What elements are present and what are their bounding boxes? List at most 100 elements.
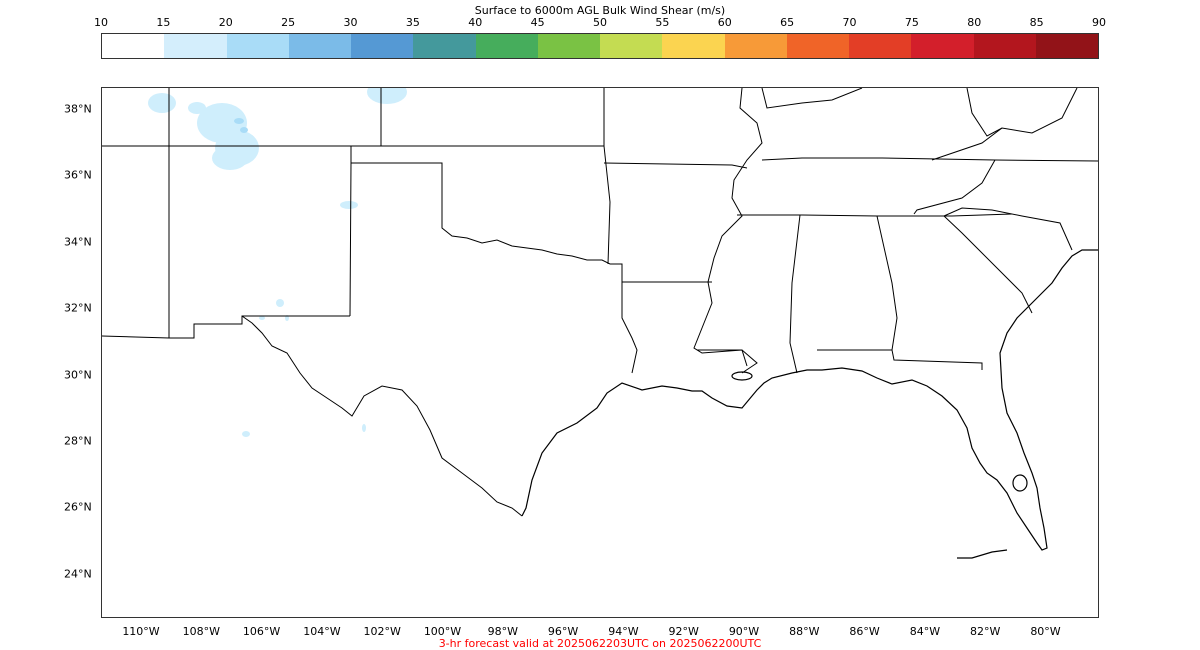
colorbar-tick-label: 50 bbox=[593, 16, 607, 29]
forecast-valid-caption: 3-hr forecast valid at 2025062203UTC on … bbox=[438, 637, 762, 650]
colorbar-tick-label: 60 bbox=[717, 16, 732, 29]
colorbar-tick-label: 55 bbox=[655, 16, 670, 29]
latitude-label: 34°N bbox=[64, 235, 92, 249]
colorbar bbox=[101, 33, 1099, 59]
colorbar-bin bbox=[475, 34, 538, 58]
longitude-label: 102°W bbox=[363, 625, 401, 638]
shear-patch bbox=[367, 88, 407, 104]
boundary-nm-tx bbox=[349, 146, 352, 317]
colorbar-tick-label: 65 bbox=[780, 16, 795, 29]
colorbar-bin bbox=[102, 34, 165, 58]
boundary-nc-sc bbox=[943, 207, 1073, 251]
shear-patch bbox=[188, 102, 206, 114]
shear-patch bbox=[148, 93, 176, 113]
map-svg bbox=[102, 88, 1098, 559]
latitude-label: 36°N bbox=[64, 168, 92, 182]
longitude-label: 84°W bbox=[909, 625, 941, 638]
longitude-label: 86°W bbox=[849, 625, 880, 638]
boundary-al-ga bbox=[876, 215, 898, 351]
state-boundaries bbox=[102, 88, 1098, 517]
boundary-tx-la bbox=[621, 282, 638, 374]
latitude-label: 28°N bbox=[64, 434, 92, 448]
lake-okeechobee bbox=[1012, 474, 1028, 492]
colorbar-bin bbox=[288, 34, 351, 58]
colorbar-bin bbox=[1035, 34, 1098, 58]
colorbar-tick-label: 75 bbox=[904, 16, 919, 29]
boundary-ms-al bbox=[789, 214, 801, 374]
latitude-label: 30°N bbox=[64, 368, 92, 382]
wind-shear-shading bbox=[148, 88, 407, 437]
latitude-label: 24°N bbox=[64, 567, 92, 581]
colorbar-tick-label: 20 bbox=[218, 16, 233, 29]
boundary-ok-ar bbox=[603, 88, 611, 265]
boundary-ms-la bbox=[697, 349, 748, 367]
colorbar-bin bbox=[537, 34, 600, 58]
map-panel bbox=[101, 87, 1099, 618]
shear-patch bbox=[259, 316, 265, 320]
colorbar-bin bbox=[351, 34, 414, 58]
longitude-label: 104°W bbox=[303, 625, 341, 638]
boundary-tn-south bbox=[737, 213, 1013, 217]
boundary-tn-ky bbox=[761, 157, 1098, 162]
shear-patch bbox=[362, 424, 366, 432]
florida-keys bbox=[957, 549, 1008, 559]
coastline bbox=[521, 249, 1098, 559]
shear-patch bbox=[234, 118, 244, 124]
longitude-label: 88°W bbox=[789, 625, 820, 638]
boundary-al-fl bbox=[817, 349, 983, 370]
colorbar-tick-label: 15 bbox=[156, 16, 171, 29]
colorbar-tick-label: 45 bbox=[530, 16, 545, 29]
colorbar-bin bbox=[786, 34, 849, 58]
colorbar-tick-label: 25 bbox=[281, 16, 296, 29]
colorbar-bin bbox=[413, 34, 476, 58]
boundary-ga-sc bbox=[943, 215, 1033, 314]
colorbar-bin bbox=[600, 34, 663, 58]
boundary-mo-ar bbox=[603, 162, 748, 169]
colorbar-tick-label: 30 bbox=[343, 16, 358, 29]
colorbar-title: Surface to 6000m AGL Bulk Wind Shear (m/… bbox=[474, 4, 726, 17]
longitude-label: 110°W bbox=[122, 625, 160, 638]
colorbar-bin bbox=[164, 34, 227, 58]
boundary-rio-grande bbox=[241, 315, 523, 517]
shear-patch bbox=[276, 299, 284, 307]
colorbar-tick-label: 80 bbox=[967, 16, 982, 29]
longitude-label: 106°W bbox=[242, 625, 281, 638]
shear-patch bbox=[240, 127, 248, 133]
boundary-wv-va bbox=[966, 88, 1078, 137]
longitude-label: 80°W bbox=[1030, 625, 1061, 638]
longitude-label: 94°W bbox=[608, 625, 639, 638]
colorbar-bin bbox=[911, 34, 974, 58]
longitude-label: 98°W bbox=[487, 625, 518, 638]
colorbar-bin bbox=[662, 34, 725, 58]
colorbar-bin bbox=[724, 34, 787, 58]
longitude-label: 82°W bbox=[970, 625, 1001, 638]
shear-patch bbox=[242, 431, 250, 437]
colorbar-tick-label: 85 bbox=[1029, 16, 1044, 29]
longitude-label: 100°W bbox=[423, 625, 462, 638]
boundary-mississippi-river bbox=[693, 88, 763, 374]
colorbar-bin bbox=[226, 34, 289, 58]
colorbar-tick-label: 35 bbox=[405, 16, 420, 29]
wind-shear-shading-dark bbox=[234, 118, 248, 133]
shear-patch bbox=[340, 201, 358, 209]
colorbar-bin bbox=[973, 34, 1036, 58]
latitude-label: 38°N bbox=[64, 102, 92, 116]
gulf-atlantic-coast bbox=[521, 249, 1098, 551]
longitude-label: 90°W bbox=[728, 625, 760, 638]
boundary-nm-mexico bbox=[102, 315, 350, 339]
boundary-tn-nc bbox=[913, 159, 996, 215]
colorbar-tick-label: 40 bbox=[468, 16, 483, 29]
latitude-label: 32°N bbox=[64, 301, 92, 315]
boundary-ok-tx bbox=[351, 162, 623, 282]
longitude-label: 92°W bbox=[668, 625, 699, 638]
longitude-label: 96°W bbox=[547, 625, 579, 638]
latitude-label: 26°N bbox=[64, 500, 92, 514]
lake-pontchartrain bbox=[731, 371, 753, 381]
colorbar-tick-label: 10 bbox=[94, 16, 108, 29]
colorbar-tick-label: 70 bbox=[842, 16, 857, 29]
shear-patch bbox=[212, 146, 248, 170]
colorbar-bin bbox=[849, 34, 912, 58]
boundary-ky bbox=[761, 88, 863, 109]
longitude-label: 108°W bbox=[182, 625, 220, 638]
